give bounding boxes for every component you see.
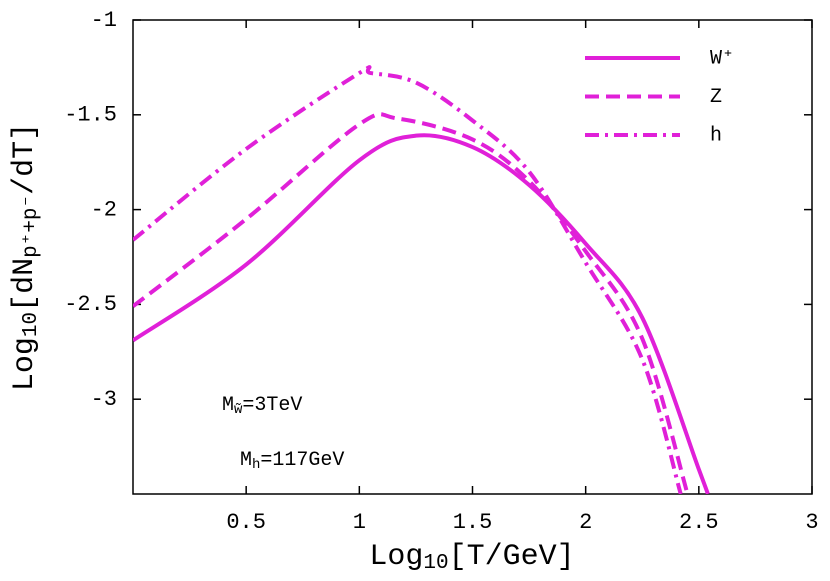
x-tick-label: 1 [353, 510, 366, 535]
annotation: Mh=117GeV [240, 449, 344, 473]
legend-label: Z [710, 86, 722, 109]
label-part: p⁺+p⁻ [20, 195, 43, 258]
label-part: 10 [423, 552, 448, 575]
label-part: =117GeV [260, 449, 344, 472]
label-part: =3TeV [242, 394, 302, 417]
x-tick-label: 0.5 [226, 510, 266, 535]
series-line [133, 133, 710, 494]
label-part: Log [369, 540, 423, 574]
legend-label: W⁺ [710, 47, 734, 70]
label-part: Log [8, 337, 42, 391]
series-line [133, 112, 690, 494]
label-part: 10 [20, 312, 43, 337]
series-line [133, 65, 683, 494]
y-tick-label: -2 [91, 197, 117, 222]
label-part: w̃ [234, 402, 243, 418]
x-axis-label: Log10[T/GeV] [369, 540, 574, 575]
label-part: [dN [8, 258, 42, 312]
x-tick-label: 2.5 [679, 510, 719, 535]
x-tick-label: 1.5 [453, 510, 493, 535]
label-part: M [240, 449, 252, 472]
y-tick-label: -2.5 [64, 292, 117, 317]
plot-area [133, 65, 710, 494]
label-part: /dT] [8, 123, 42, 195]
y-tick-label: -1 [91, 8, 117, 33]
legend-label: h [710, 124, 722, 147]
y-tick-label: -1.5 [64, 103, 117, 128]
y-axis-label: Log10[dNp⁺+p⁻/dT] [8, 123, 43, 391]
label-part: M [222, 394, 234, 417]
label-part: h [252, 457, 260, 473]
label-part: [T/GeV] [449, 540, 575, 574]
x-tick-label: 3 [805, 510, 818, 535]
annotation: Mw̃=3TeV [222, 394, 302, 418]
y-tick-label: -3 [91, 387, 117, 412]
x-tick-label: 2 [579, 510, 592, 535]
